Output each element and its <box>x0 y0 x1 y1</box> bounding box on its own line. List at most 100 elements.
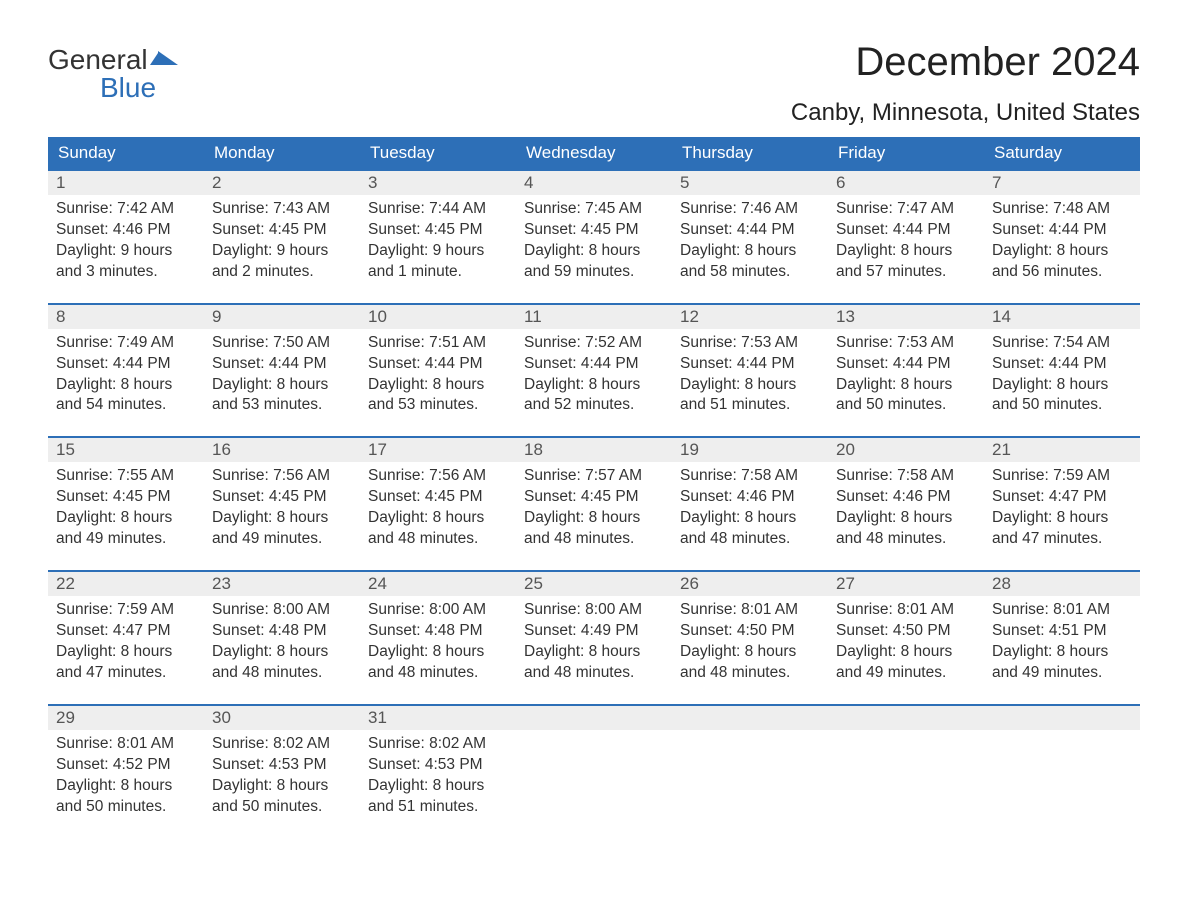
month-title: December 2024 <box>791 40 1140 85</box>
daylight-line2: and 47 minutes. <box>56 663 196 684</box>
daylight-line1: Daylight: 8 hours <box>368 776 508 797</box>
daylight-line2: and 1 minute. <box>368 262 508 283</box>
day-cell: 10Sunrise: 7:51 AMSunset: 4:44 PMDayligh… <box>360 305 516 423</box>
location: Canby, Minnesota, United States <box>791 99 1140 127</box>
daylight-line2: and 3 minutes. <box>56 262 196 283</box>
daylight-line2: and 53 minutes. <box>212 395 352 416</box>
sunrise-text: Sunrise: 7:52 AM <box>524 333 664 354</box>
sunrise-text: Sunrise: 7:54 AM <box>992 333 1132 354</box>
day-cell: 20Sunrise: 7:58 AMSunset: 4:46 PMDayligh… <box>828 438 984 556</box>
daylight-line1: Daylight: 8 hours <box>680 642 820 663</box>
day-header: Tuesday <box>360 137 516 169</box>
day-cell: 28Sunrise: 8:01 AMSunset: 4:51 PMDayligh… <box>984 572 1140 690</box>
sunrise-text: Sunrise: 7:55 AM <box>56 466 196 487</box>
day-cell: 7Sunrise: 7:48 AMSunset: 4:44 PMDaylight… <box>984 171 1140 289</box>
day-cell: 18Sunrise: 7:57 AMSunset: 4:45 PMDayligh… <box>516 438 672 556</box>
sunrise-text: Sunrise: 7:59 AM <box>992 466 1132 487</box>
sunset-text: Sunset: 4:50 PM <box>836 621 976 642</box>
sunset-text: Sunset: 4:47 PM <box>992 487 1132 508</box>
day-cell: 14Sunrise: 7:54 AMSunset: 4:44 PMDayligh… <box>984 305 1140 423</box>
day-number: 17 <box>360 438 516 462</box>
day-number: 2 <box>204 171 360 195</box>
logo-word1: General <box>48 46 148 74</box>
daylight-line1: Daylight: 8 hours <box>836 375 976 396</box>
logo-flag-icon <box>150 46 180 74</box>
day-header: Saturday <box>984 137 1140 169</box>
sunrise-text: Sunrise: 7:53 AM <box>836 333 976 354</box>
sunset-text: Sunset: 4:53 PM <box>212 755 352 776</box>
day-number: 6 <box>828 171 984 195</box>
sunrise-text: Sunrise: 8:02 AM <box>368 734 508 755</box>
day-cell <box>984 706 1140 824</box>
sunset-text: Sunset: 4:45 PM <box>212 220 352 241</box>
sunrise-text: Sunrise: 7:59 AM <box>56 600 196 621</box>
daylight-line1: Daylight: 8 hours <box>680 241 820 262</box>
day-number <box>984 706 1140 730</box>
daylight-line2: and 2 minutes. <box>212 262 352 283</box>
day-details: Sunrise: 7:59 AMSunset: 4:47 PMDaylight:… <box>984 462 1140 550</box>
daylight-line2: and 48 minutes. <box>680 663 820 684</box>
daylight-line1: Daylight: 8 hours <box>212 508 352 529</box>
day-cell: 3Sunrise: 7:44 AMSunset: 4:45 PMDaylight… <box>360 171 516 289</box>
sunrise-text: Sunrise: 7:57 AM <box>524 466 664 487</box>
day-details: Sunrise: 7:51 AMSunset: 4:44 PMDaylight:… <box>360 329 516 417</box>
week-row: 15Sunrise: 7:55 AMSunset: 4:45 PMDayligh… <box>48 436 1140 556</box>
day-details: Sunrise: 7:52 AMSunset: 4:44 PMDaylight:… <box>516 329 672 417</box>
day-cell: 9Sunrise: 7:50 AMSunset: 4:44 PMDaylight… <box>204 305 360 423</box>
day-cell: 24Sunrise: 8:00 AMSunset: 4:48 PMDayligh… <box>360 572 516 690</box>
day-cell: 21Sunrise: 7:59 AMSunset: 4:47 PMDayligh… <box>984 438 1140 556</box>
sunset-text: Sunset: 4:44 PM <box>992 354 1132 375</box>
sunrise-text: Sunrise: 7:49 AM <box>56 333 196 354</box>
daylight-line2: and 58 minutes. <box>680 262 820 283</box>
day-number: 11 <box>516 305 672 329</box>
day-cell: 31Sunrise: 8:02 AMSunset: 4:53 PMDayligh… <box>360 706 516 824</box>
daylight-line2: and 57 minutes. <box>836 262 976 283</box>
day-cell: 29Sunrise: 8:01 AMSunset: 4:52 PMDayligh… <box>48 706 204 824</box>
sunrise-text: Sunrise: 8:00 AM <box>368 600 508 621</box>
day-details: Sunrise: 7:46 AMSunset: 4:44 PMDaylight:… <box>672 195 828 283</box>
calendar: SundayMondayTuesdayWednesdayThursdayFrid… <box>48 137 1140 823</box>
week-row: 29Sunrise: 8:01 AMSunset: 4:52 PMDayligh… <box>48 704 1140 824</box>
day-number: 21 <box>984 438 1140 462</box>
sunset-text: Sunset: 4:44 PM <box>992 220 1132 241</box>
day-cell <box>516 706 672 824</box>
daylight-line2: and 50 minutes. <box>56 797 196 818</box>
daylight-line2: and 48 minutes. <box>368 663 508 684</box>
daylight-line2: and 49 minutes. <box>212 529 352 550</box>
day-number: 23 <box>204 572 360 596</box>
daylight-line1: Daylight: 8 hours <box>836 642 976 663</box>
daylight-line1: Daylight: 8 hours <box>524 642 664 663</box>
sunrise-text: Sunrise: 7:45 AM <box>524 199 664 220</box>
sunset-text: Sunset: 4:47 PM <box>56 621 196 642</box>
day-number: 3 <box>360 171 516 195</box>
day-details: Sunrise: 7:58 AMSunset: 4:46 PMDaylight:… <box>672 462 828 550</box>
daylight-line2: and 49 minutes. <box>836 663 976 684</box>
daylight-line2: and 56 minutes. <box>992 262 1132 283</box>
sunset-text: Sunset: 4:46 PM <box>680 487 820 508</box>
sunrise-text: Sunrise: 8:01 AM <box>992 600 1132 621</box>
day-number <box>828 706 984 730</box>
day-cell: 17Sunrise: 7:56 AMSunset: 4:45 PMDayligh… <box>360 438 516 556</box>
daylight-line1: Daylight: 8 hours <box>992 375 1132 396</box>
day-details: Sunrise: 8:01 AMSunset: 4:51 PMDaylight:… <box>984 596 1140 684</box>
daylight-line1: Daylight: 8 hours <box>524 508 664 529</box>
daylight-line1: Daylight: 8 hours <box>56 642 196 663</box>
day-header: Sunday <box>48 137 204 169</box>
day-details: Sunrise: 7:58 AMSunset: 4:46 PMDaylight:… <box>828 462 984 550</box>
daylight-line1: Daylight: 9 hours <box>56 241 196 262</box>
day-details: Sunrise: 8:02 AMSunset: 4:53 PMDaylight:… <box>360 730 516 818</box>
sunset-text: Sunset: 4:45 PM <box>212 487 352 508</box>
day-number: 16 <box>204 438 360 462</box>
daylight-line1: Daylight: 8 hours <box>368 508 508 529</box>
daylight-line2: and 48 minutes. <box>524 663 664 684</box>
day-cell: 30Sunrise: 8:02 AMSunset: 4:53 PMDayligh… <box>204 706 360 824</box>
day-details: Sunrise: 7:53 AMSunset: 4:44 PMDaylight:… <box>672 329 828 417</box>
day-number: 8 <box>48 305 204 329</box>
day-cell: 5Sunrise: 7:46 AMSunset: 4:44 PMDaylight… <box>672 171 828 289</box>
daylight-line2: and 50 minutes. <box>992 395 1132 416</box>
sunrise-text: Sunrise: 7:43 AM <box>212 199 352 220</box>
sunset-text: Sunset: 4:45 PM <box>524 487 664 508</box>
sunrise-text: Sunrise: 8:01 AM <box>56 734 196 755</box>
day-number: 9 <box>204 305 360 329</box>
daylight-line1: Daylight: 8 hours <box>368 642 508 663</box>
